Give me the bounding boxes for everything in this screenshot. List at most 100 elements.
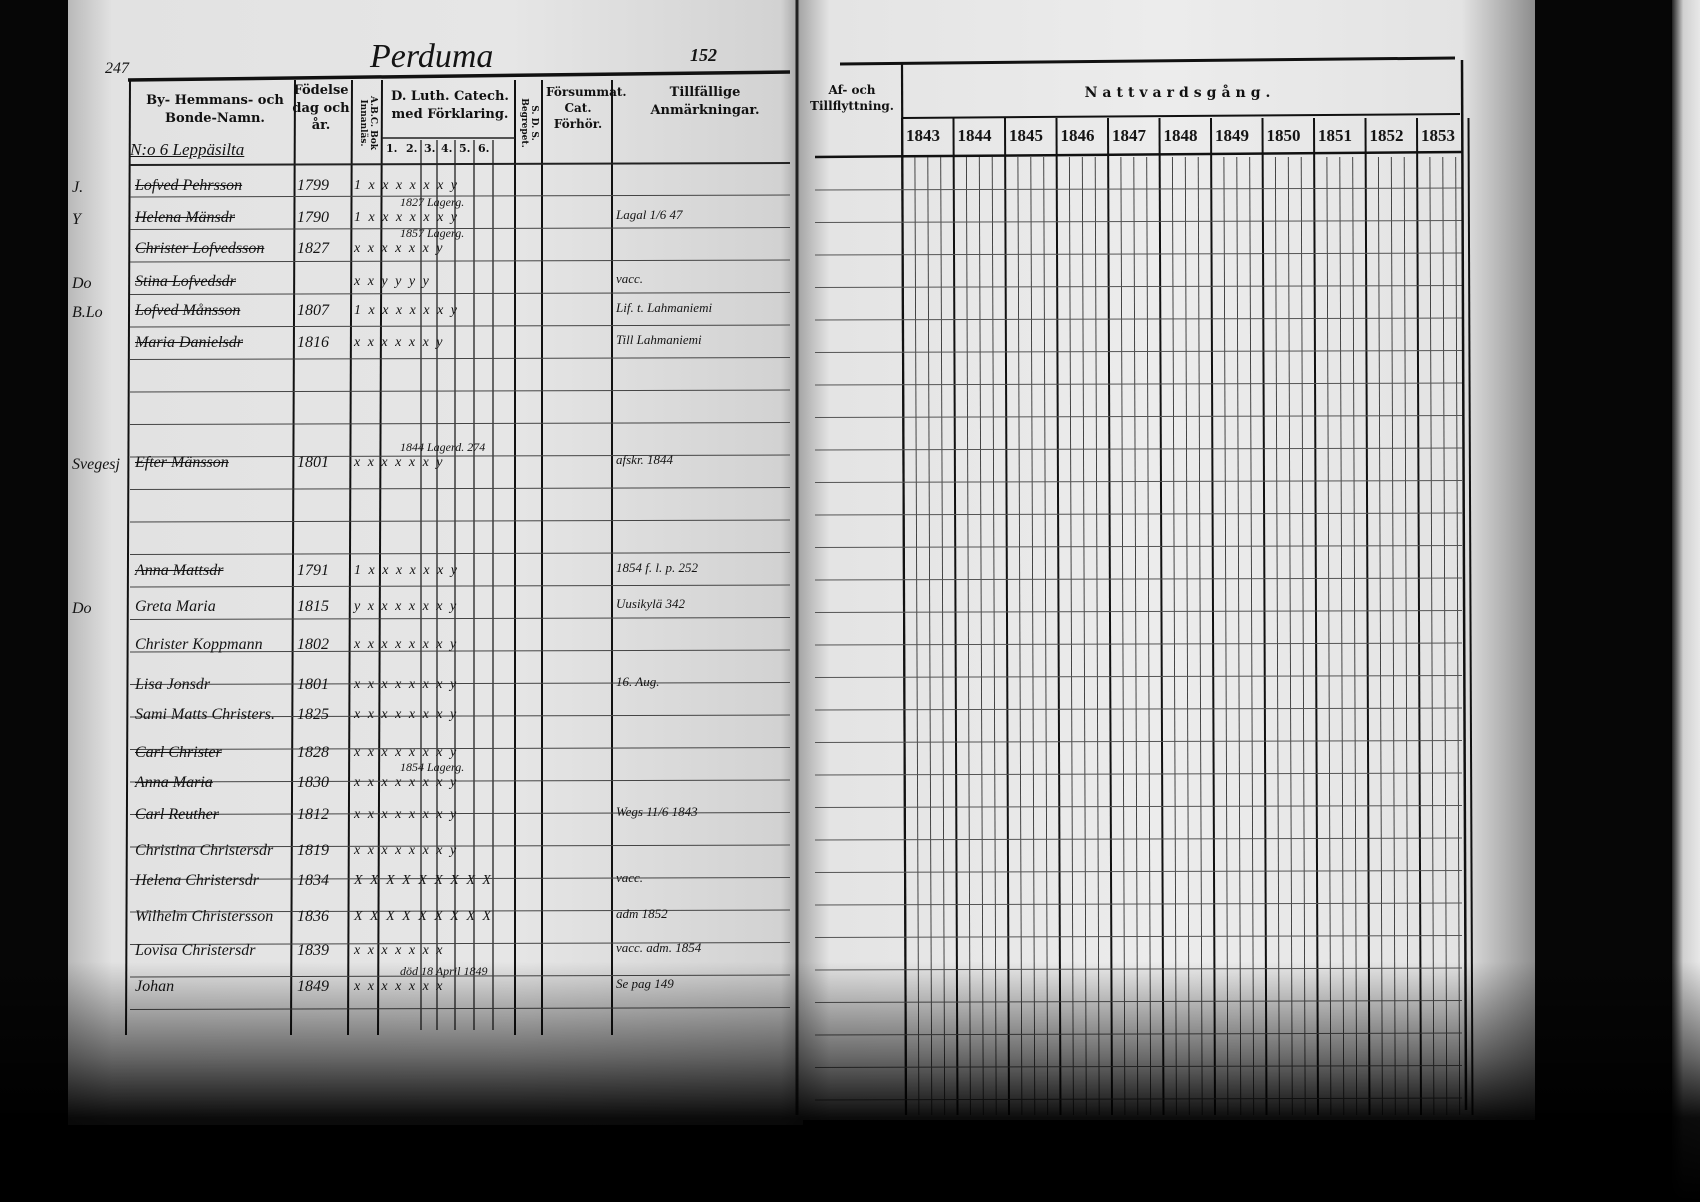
year-column-rule [1210,117,1216,1116]
entry-birth-year: 1827 [297,240,329,257]
entry-catechism-marks: x x x x x x x y [354,637,457,652]
entry-name: Christer Koppmann [135,636,263,653]
entry-birth-year: 1836 [297,908,329,925]
year-subcolumn-rule [1171,156,1177,1116]
entry-mark: B.Lo [72,304,103,321]
entry-name: Greta Maria [135,598,216,615]
column-header-communion: Nattvardsgång. [1084,85,1276,101]
year-header-1845: 1845 [1009,126,1043,145]
entry-catechism-marks: x x x x x x x y [354,775,457,790]
entry-remark: Lif. t. Lahmaniemi [616,300,713,315]
row-rule [129,519,791,523]
communion-header-rule [901,113,1461,119]
entry-remark: Till Lahmaniemi [616,332,702,347]
entry-mark: Svegesj [72,456,120,473]
year-subcolumn-rule [1184,156,1190,1116]
row-rule [814,642,1463,646]
entry-catechism-marks: x x x x x x y [354,455,443,470]
column-rule [125,79,131,1036]
year-column-rule [1313,117,1319,1116]
entry-birth-year: 1801 [297,676,329,693]
year-subcolumn-rule [1300,156,1306,1116]
row-rule [814,805,1463,808]
row-rule [814,967,1463,971]
year-header-1851: 1851 [1318,126,1352,145]
column-header-birth: Födelse dag och år. [292,83,350,134]
year-subcolumn-rule [1377,156,1383,1116]
row-rule [129,422,791,425]
entry-name: Helena Christersdr [135,872,259,889]
year-subcolumn-rule [1326,156,1332,1116]
year-subcolumn-rule [1197,156,1203,1116]
entry-catechism-marks: x x x x x x x y [354,807,457,822]
entry-name: Johan [135,978,175,995]
row-rule [129,324,791,328]
entry-birth-year: 1802 [297,636,329,653]
year-subcolumn-rule [1120,156,1126,1116]
row-rule [814,837,1463,841]
row-rule [129,584,791,588]
row-rule [129,357,791,360]
entry-name: Anna Maria [135,774,213,791]
entry-name: Christina Christersdr [135,842,274,859]
entry-mark: Y [72,211,81,228]
year-column-rule [1004,117,1010,1116]
catechism-subcolumn-4: 4. [441,142,453,155]
row-rule [814,415,1463,418]
entry-note: död 18 April 1849 [400,964,488,978]
row-rule [814,1000,1463,1003]
entry-birth-year: 1849 [297,978,329,995]
year-header-1852: 1852 [1369,126,1404,145]
entry-name: Wilhelm Christersson [135,908,274,925]
entry-birth-year: 1807 [297,302,329,319]
entry-birth-year: 1791 [297,562,329,579]
column-header-abc: A.B.C. Bok Innanläs. [358,96,378,150]
year-subcolumn-rule [1390,156,1396,1116]
entry-catechism-marks: 1 x x x x x x y [354,210,457,225]
entry-remark: Se pag 149 [616,976,674,991]
catechism-subcolumn-3: 3. [424,142,436,155]
column-header-moving: Af- och Tillflyttning. [810,83,894,114]
entry-remark: vacc. [616,870,644,885]
entry-remark: Uusikylä 342 [616,596,685,611]
year-column-rule [952,117,959,1116]
entry-name: Helena Mänsdr [135,209,235,226]
column-header-missed: Försummat. Cat. Förhör. [546,85,627,132]
entry-name: Lisa Jonsdr [135,676,211,693]
entry-birth-year: 1801 [297,454,329,471]
year-subcolumn-rule [1030,156,1036,1116]
year-subcolumn-rule [1352,156,1358,1116]
entry-catechism-marks: x x x x x x x y [354,745,457,760]
entry-birth-year: 1815 [297,598,329,615]
entry-mark: Do [72,275,92,292]
row-rule [814,480,1463,483]
entry-name: Carl Reuther [135,806,219,823]
year-subcolumn-rule [1339,156,1345,1116]
entry-name: Anna Mattsdr [135,562,224,579]
year-subcolumn-rule [1403,156,1409,1116]
entry-remark: afskr. 1844 [616,452,674,467]
entry-birth-year: 1834 [297,872,329,889]
entry-birth-year: 1816 [297,334,329,351]
row-rule [814,1065,1463,1068]
entry-catechism-marks: X X X X X X X X X [354,909,491,924]
year-column-rule [1107,117,1113,1116]
entry-note: 1827 Lagerg. [400,195,465,209]
entry-name: Sami Matts Christers. [135,706,276,723]
header-top-rule [839,56,1456,66]
entry-catechism-marks: x x x x x x x [354,979,443,994]
entry-birth-year: 1839 [297,942,329,959]
catechism-subcolumn-6: 6. [478,142,490,155]
year-column-rule [1158,117,1165,1116]
year-subcolumn-rule [1043,156,1049,1116]
entry-name: Carl Christer [135,744,222,761]
year-subcolumn-rule [1442,156,1448,1116]
row-rule [129,292,791,295]
column-header-name: By- Hemmans- och Bonde-Namn. [146,93,284,126]
row-rule [129,487,791,490]
row-rule [129,552,791,555]
year-subcolumn-rule [1094,156,1100,1116]
entry-catechism-marks: x x y y y y [354,274,429,289]
year-subcolumn-rule [1017,156,1023,1116]
row-rule [814,317,1463,321]
